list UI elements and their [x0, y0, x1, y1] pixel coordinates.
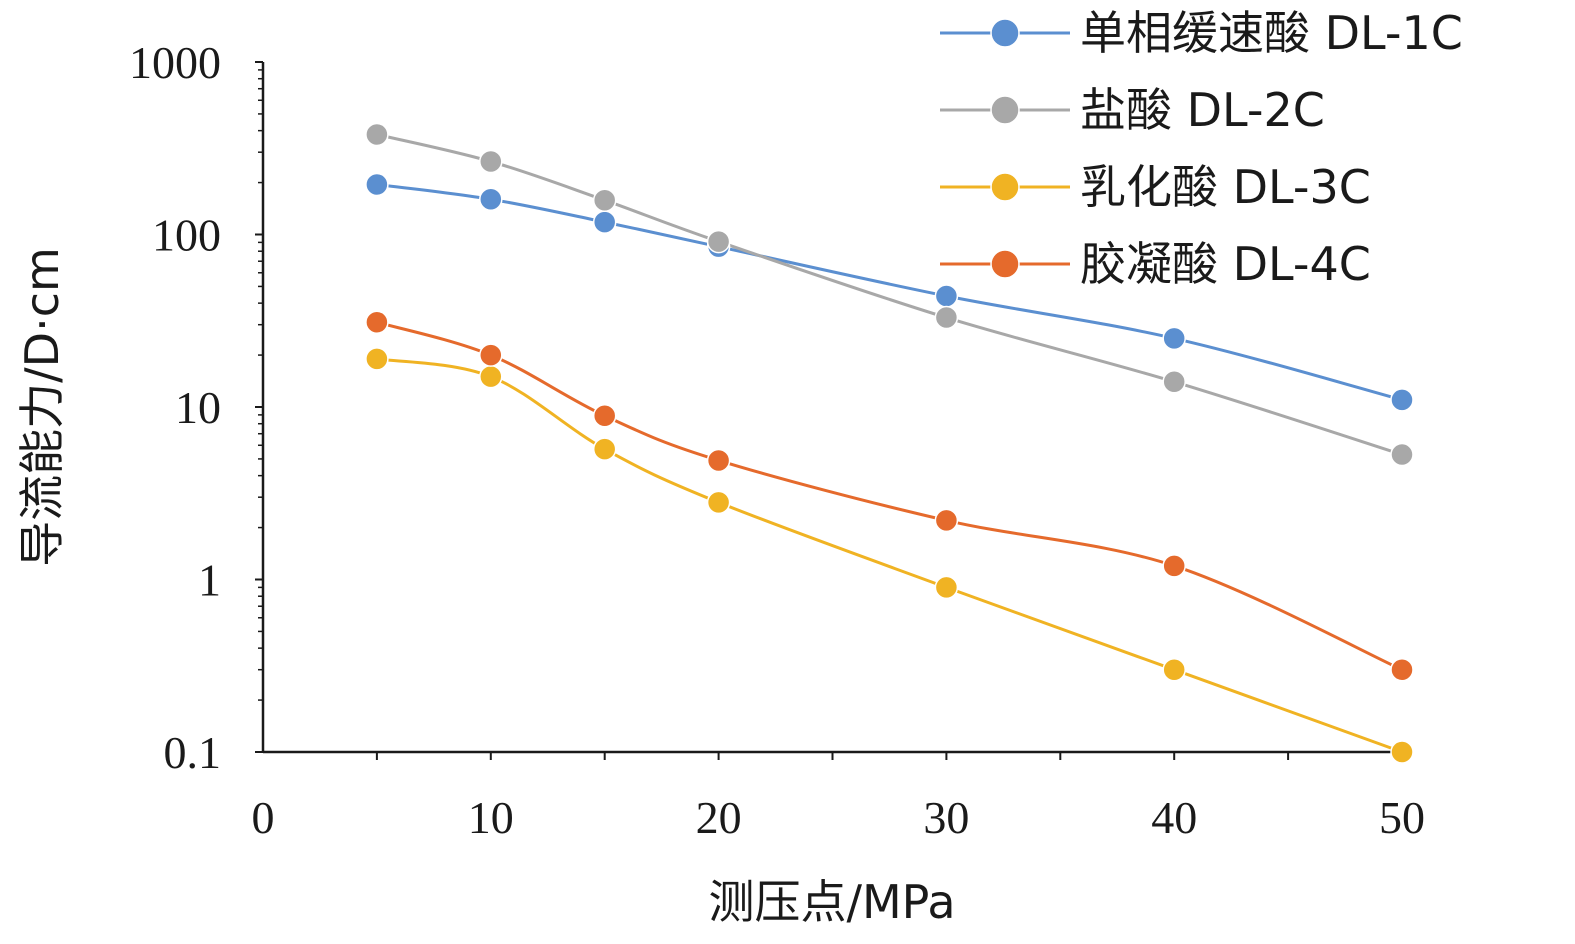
data-point [365, 172, 389, 197]
data-point [1162, 657, 1186, 682]
data-point [479, 343, 503, 367]
series-line-4 [376, 320, 1403, 672]
x-ticks: 0 10 20 30 40 50 [252, 752, 1425, 843]
legend-label: 胶凝酸 DL-4C [1080, 237, 1371, 291]
legend-marker [990, 172, 1020, 202]
y-tick-label: 1000 [129, 37, 221, 88]
data-point [1162, 326, 1186, 351]
y-tick-label: 100 [152, 210, 221, 261]
data-point [706, 448, 731, 473]
y-axis-title: 导流能力/D·cm [15, 247, 69, 567]
series-line-2 [376, 133, 1403, 457]
data-point [479, 364, 503, 389]
data-point [592, 437, 617, 461]
series-points [365, 122, 1414, 764]
data-point [365, 347, 389, 371]
series-lines [376, 133, 1403, 754]
legend-label: 单相缓速酸 DL-1C [1080, 6, 1463, 60]
series-line-3 [376, 357, 1403, 754]
data-point [1162, 370, 1186, 394]
data-point [592, 188, 617, 212]
data-point [592, 403, 617, 428]
data-point [706, 490, 731, 515]
data-point [1390, 657, 1414, 682]
x-tick-label: 50 [1379, 792, 1425, 843]
data-point [592, 210, 617, 234]
x-tick-label: 30 [923, 792, 969, 843]
data-point [934, 575, 959, 600]
legend: 单相缓速酸 DL-1C 盐酸 DL-2C 乳化酸 DL-3C 胶凝酸 DL-4C [940, 6, 1463, 291]
data-point [1390, 388, 1414, 412]
x-tick-label: 0 [252, 792, 275, 843]
x-tick-label: 40 [1151, 792, 1197, 843]
data-point [365, 122, 389, 147]
x-axis-title: 测压点/MPa [708, 875, 955, 929]
legend-marker [990, 95, 1020, 125]
legend-label: 乳化酸 DL-3C [1080, 160, 1371, 214]
y-tick-label: 10 [175, 382, 221, 433]
y-ticks: 0.1 1 10 100 1000 [129, 37, 263, 778]
x-tick-label: 10 [468, 792, 514, 843]
y-tick-label: 0.1 [164, 727, 222, 778]
data-point [706, 229, 731, 254]
data-point [934, 305, 959, 330]
legend-marker [990, 18, 1020, 48]
legend-label: 盐酸 DL-2C [1080, 83, 1325, 137]
x-tick-label: 20 [696, 792, 742, 843]
data-point [479, 187, 503, 212]
legend-marker [990, 249, 1020, 279]
data-point [934, 284, 959, 308]
data-point [1390, 740, 1414, 764]
data-point [1390, 442, 1414, 467]
data-point [934, 508, 959, 533]
y-tick-label: 1 [198, 555, 221, 606]
data-point [1162, 554, 1186, 578]
data-point [365, 310, 389, 334]
y-minor-ticks [258, 69, 263, 701]
series-line-1 [376, 183, 1403, 402]
data-point [479, 149, 503, 174]
